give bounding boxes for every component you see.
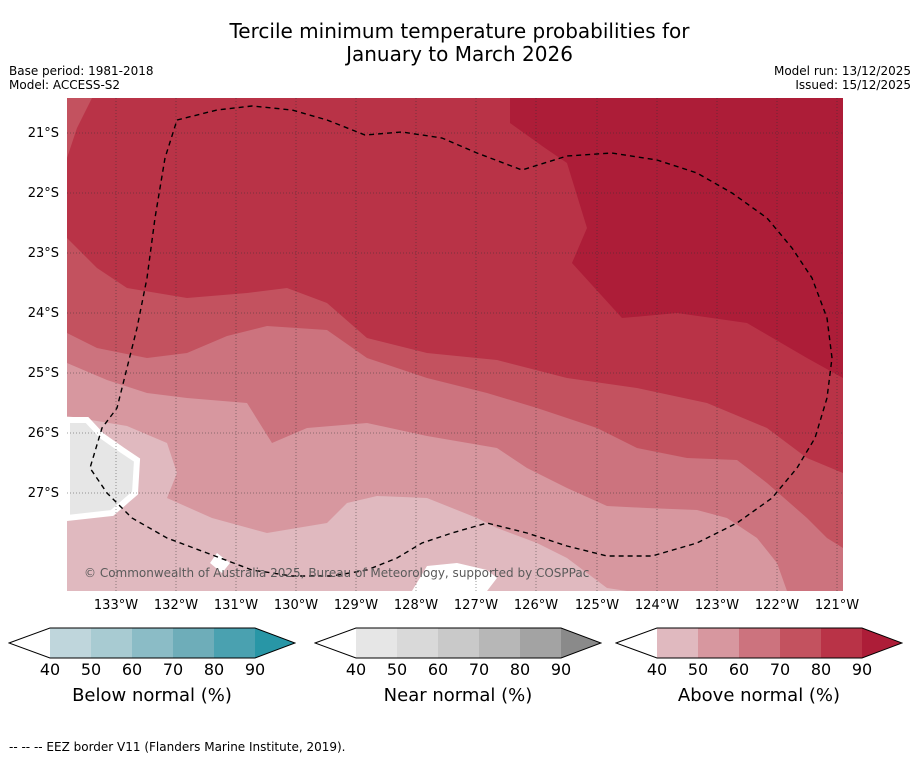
- title-line-2: January to March 2026: [346, 42, 573, 66]
- cb-near-outline: [314, 627, 602, 659]
- cb-near-tick-80: 80: [509, 660, 531, 679]
- cb-near-seg-1: [356, 628, 397, 658]
- cb-near-seg-3: [438, 628, 479, 658]
- cb-above-tick-40: 40: [646, 660, 668, 679]
- cb-below-tick-90: 90: [244, 660, 266, 679]
- cb-above-seg-1: [657, 628, 698, 658]
- map-copyright: © Commonwealth of Australia 2025, Bureau…: [84, 566, 589, 580]
- lat-label-27: 27°S: [27, 486, 59, 501]
- cb-below-seg-6: [255, 628, 295, 658]
- lon-label-130: 130°W: [273, 598, 319, 613]
- colorbar-near-normal: [314, 627, 602, 659]
- band-40-50: [67, 416, 627, 591]
- cb-above-seg-2: [698, 628, 739, 658]
- cb-above-seg-0: [616, 628, 657, 658]
- cb-above-title: Above normal (%): [677, 685, 841, 706]
- meta-left: Base period: 1981-2018 Model: ACCESS-S2: [9, 64, 154, 92]
- cb-near-tick-40: 40: [345, 660, 367, 679]
- lon-label-129: 129°W: [333, 598, 379, 613]
- near-normal-patch: [67, 417, 141, 522]
- lon-label-125: 125°W: [574, 598, 620, 613]
- lat-label-26: 26°S: [27, 426, 59, 441]
- cb-near-title: Near normal (%): [383, 685, 533, 706]
- title-line-1: Tercile minimum temperature probabilitie…: [229, 19, 690, 43]
- lon-label-131: 131°W: [213, 598, 259, 613]
- lon-label-133: 133°W: [93, 598, 139, 613]
- model-name: Model: ACCESS-S2: [9, 78, 121, 92]
- lon-label-127: 127°W: [453, 598, 499, 613]
- cb-below-outline: [8, 627, 296, 659]
- lon-label-123: 123°W: [694, 598, 740, 613]
- cb-below-seg-2: [91, 628, 132, 658]
- cb-near-tick-90: 90: [550, 660, 572, 679]
- cb-below-tick-60: 60: [121, 660, 143, 679]
- cb-below-tick-80: 80: [203, 660, 225, 679]
- cb-near-tick-60: 60: [427, 660, 449, 679]
- eez-legend-note: -- -- -- EEZ border V11 (Flanders Marine…: [9, 740, 346, 754]
- meta-right: Model run: 13/12/2025 Issued: 15/12/2025: [774, 64, 911, 92]
- chart-title: Tercile minimum temperature probabilitie…: [0, 20, 919, 66]
- cb-above-tick-80: 80: [810, 660, 832, 679]
- white-region-south: [210, 553, 497, 591]
- eez-border: [89, 105, 833, 577]
- lat-label-24: 24°S: [27, 306, 59, 321]
- graticule: [67, 98, 843, 591]
- cb-above-tick-70: 70: [769, 660, 791, 679]
- cb-near-tick-70: 70: [468, 660, 490, 679]
- lat-label-21: 21°S: [27, 126, 59, 141]
- lon-label-121: 121°W: [814, 598, 860, 613]
- cb-near-seg-4: [479, 628, 520, 658]
- lat-label-25: 25°S: [27, 366, 59, 381]
- colorbar-below-normal: [8, 627, 296, 659]
- cb-below-seg-1: [50, 628, 91, 658]
- issued-date: Issued: 15/12/2025: [795, 78, 911, 92]
- cb-below-tick-70: 70: [162, 660, 184, 679]
- cb-below-seg-4: [173, 628, 214, 658]
- cb-near-tick-50: 50: [386, 660, 408, 679]
- cb-near-seg-6: [561, 628, 601, 658]
- lon-label-122: 122°W: [754, 598, 800, 613]
- cb-near-seg-5: [520, 628, 561, 658]
- lon-label-132: 132°W: [153, 598, 199, 613]
- colorbar-above-normal: [615, 627, 903, 659]
- model-run: Model run: 13/12/2025: [773, 64, 911, 78]
- cb-below-tick-50: 50: [80, 660, 102, 679]
- cb-below-seg-0: [9, 628, 50, 658]
- lon-label-126: 126°W: [513, 598, 559, 613]
- base-period: Base period: 1981-2018: [9, 64, 154, 78]
- cb-above-outline: [615, 627, 903, 659]
- cb-near-seg-2: [397, 628, 438, 658]
- lon-label-124: 124°W: [634, 598, 680, 613]
- cb-above-tick-50: 50: [687, 660, 709, 679]
- cb-above-seg-5: [821, 628, 862, 658]
- cb-above-seg-6: [862, 628, 902, 658]
- cb-above-tick-90: 90: [851, 660, 873, 679]
- lon-label-128: 128°W: [393, 598, 439, 613]
- cb-above-seg-3: [739, 628, 780, 658]
- probability-map: © Commonwealth of Australia 2025, Bureau…: [67, 98, 843, 591]
- cb-below-tick-40: 40: [39, 660, 61, 679]
- cb-near-seg-0: [315, 628, 356, 658]
- lat-label-22: 22°S: [27, 186, 59, 201]
- cb-above-tick-60: 60: [728, 660, 750, 679]
- cb-below-seg-3: [132, 628, 173, 658]
- cb-below-seg-5: [214, 628, 255, 658]
- cb-above-seg-4: [780, 628, 821, 658]
- lat-label-23: 23°S: [27, 246, 59, 261]
- cb-below-title: Below normal (%): [72, 685, 232, 706]
